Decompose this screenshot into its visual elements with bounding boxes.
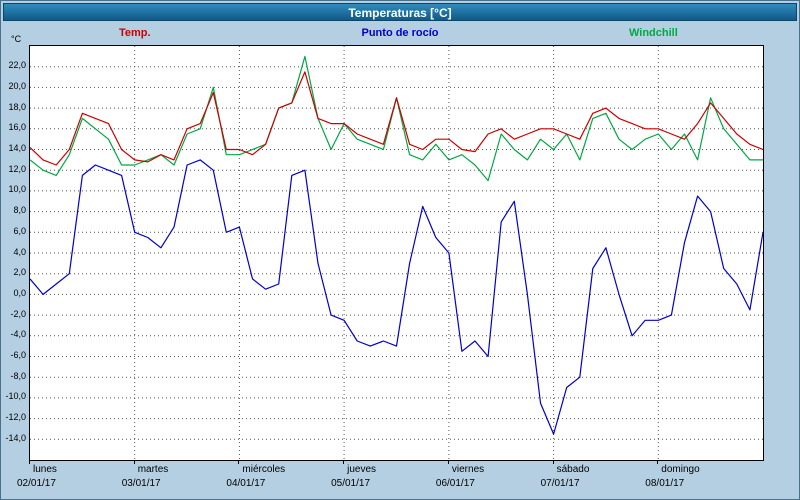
x-axis-tick [238, 460, 240, 464]
y-axis-tick-label: 12,0 [8, 163, 26, 174]
x-axis-date-label: 05/01/17 [331, 478, 371, 489]
x-axis-day-label: viernes [451, 464, 485, 475]
legend-dew-point: Punto de rocío [361, 27, 439, 39]
x-axis-date-label: 02/01/17 [17, 478, 56, 489]
y-axis-tick-label: -12,0 [5, 412, 26, 423]
chart-title: Temperaturas [°C] [348, 6, 452, 20]
series-line-windchill [30, 55, 763, 182]
series-line-temp- [30, 71, 763, 166]
x-axis-date-label: 03/01/17 [121, 478, 161, 489]
y-axis-tick-label: -14,0 [5, 432, 26, 443]
y-axis-tick-label: -2,0 [10, 308, 26, 319]
legend-windchill: Windchill [629, 27, 678, 39]
chart-canvas [30, 46, 763, 460]
y-axis-unit-label: °C [11, 34, 22, 44]
y-axis-tick-label: -6,0 [10, 350, 26, 360]
chart-title-bar: Temperaturas [°C] [3, 3, 797, 21]
y-axis-tick-label: 8,0 [13, 205, 26, 216]
y-axis-tick-label: 16,0 [8, 122, 26, 133]
y-axis-tick-label: 14,0 [8, 143, 26, 153]
x-axis-tick [133, 460, 135, 464]
y-axis-tick-label: 10,0 [8, 184, 26, 195]
x-axis-tick [552, 460, 554, 464]
x-axis-day-label: lunes [33, 464, 57, 475]
y-axis-tick-label: 18,0 [8, 101, 26, 112]
x-axis-day-label: martes [137, 464, 169, 475]
y-axis-tick-label: -4,0 [10, 329, 26, 340]
plot-area [29, 45, 764, 461]
x-axis-tick [343, 460, 345, 464]
x-axis-date-label: 07/01/17 [540, 478, 580, 489]
x-axis-tick [447, 460, 449, 464]
y-axis-tick-label: 4,0 [13, 246, 26, 257]
x-axis-date-label: 06/01/17 [435, 478, 475, 489]
x-axis-date-label: 08/01/17 [645, 478, 685, 489]
x-axis-tick [29, 460, 30, 464]
y-axis-tick-label: -10,0 [5, 391, 26, 402]
y-axis-tick-label: 22,0 [8, 60, 26, 71]
y-axis-tick-label: 6,0 [13, 225, 26, 236]
y-axis-tick-label: 20,0 [8, 80, 26, 91]
x-axis-tick [657, 460, 659, 464]
x-axis-day-label: sábado [556, 464, 590, 475]
legend-temp: Temp. [119, 27, 151, 39]
y-axis-tick-label: 0,0 [13, 287, 26, 298]
y-axis-tick-label: 2,0 [13, 267, 26, 278]
x-axis-day-label: miércoles [242, 464, 286, 475]
y-axis-tick-label: -8,0 [10, 370, 26, 381]
series-line-punto-de-roc-o [30, 159, 763, 435]
x-axis-day-label: jueves [347, 464, 376, 475]
x-axis-date-label: 04/01/17 [226, 478, 266, 489]
x-axis-day-label: domingo [661, 464, 700, 475]
